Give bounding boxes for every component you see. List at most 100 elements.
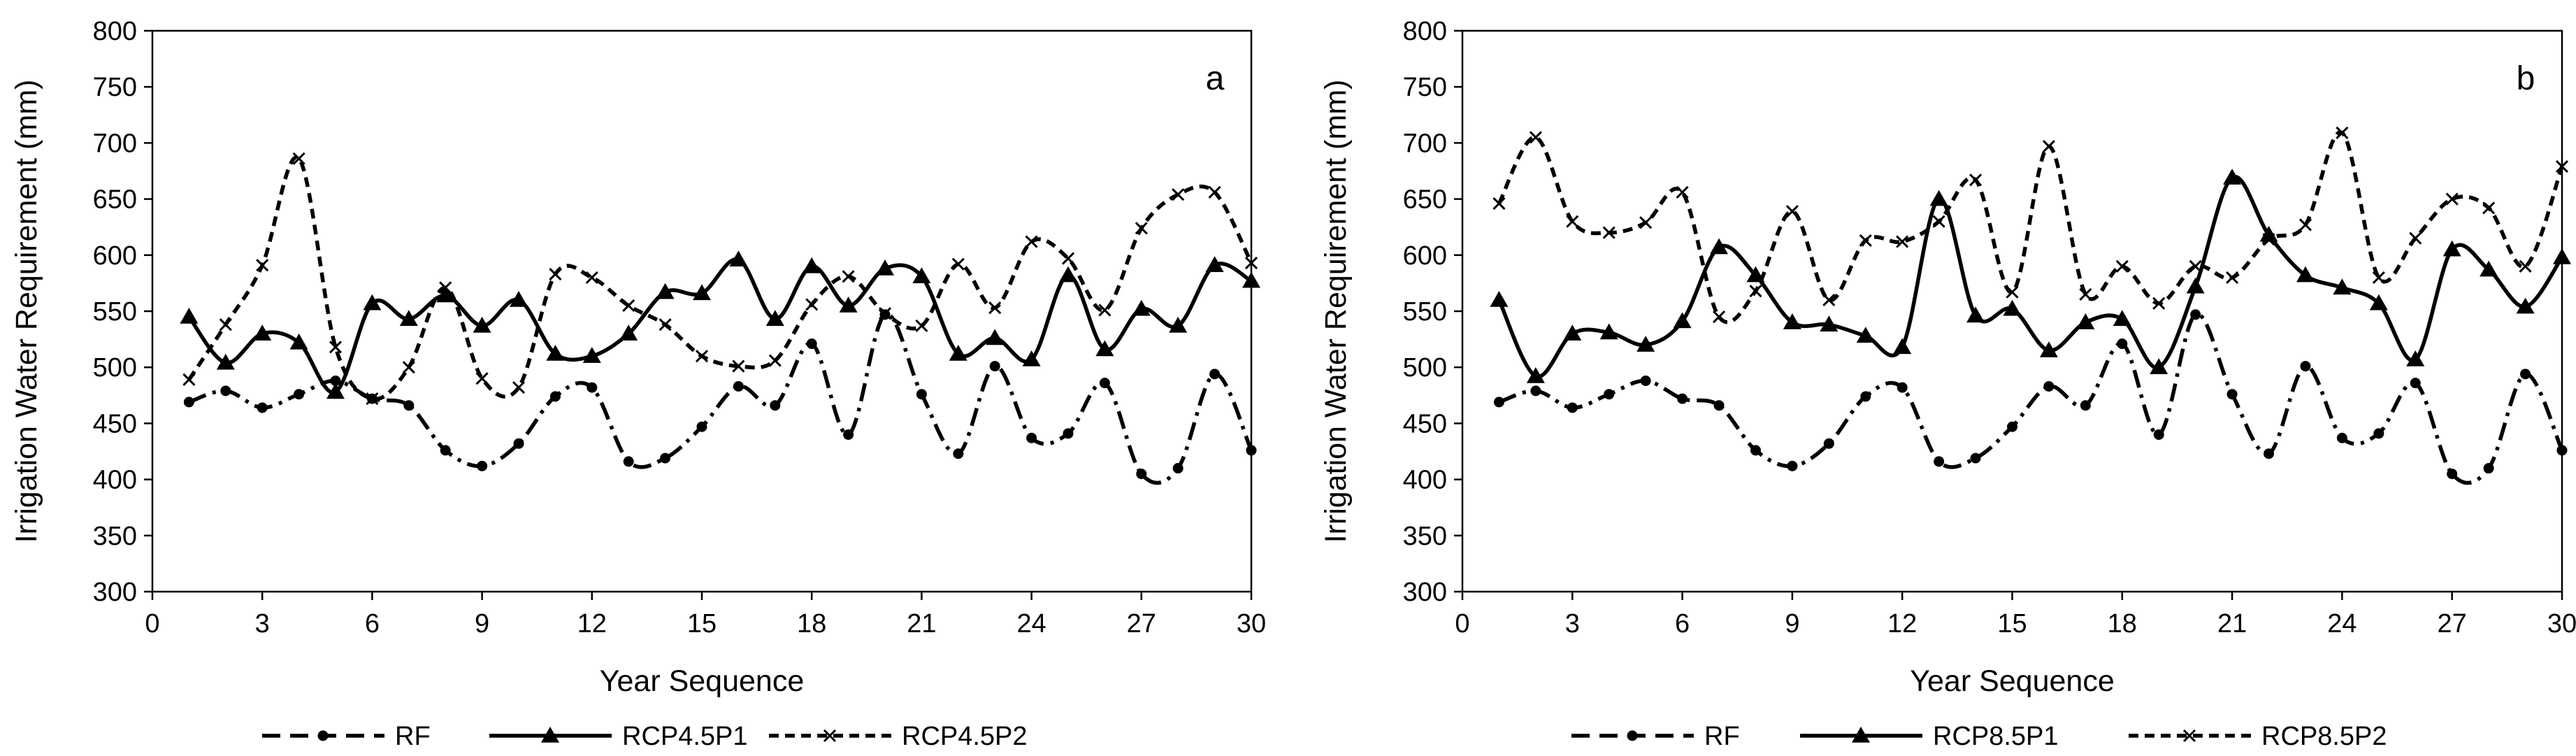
data-point-RCP8.5P2: [1566, 215, 1579, 228]
data-point-RCP8.5P2: [1602, 226, 1616, 239]
y-tick-label: 450: [93, 409, 137, 438]
x-axis-title: Year Sequence: [1910, 664, 2115, 698]
x-tick-label: 9: [1785, 609, 1799, 639]
legend-marker: [317, 730, 329, 741]
y-tick-label: 800: [1403, 17, 1447, 46]
y-tick-label: 350: [1403, 522, 1447, 551]
data-point-RCP4.5P2: [549, 268, 562, 281]
data-point-RCP4.5P1: [546, 344, 565, 361]
y-tick-label: 800: [93, 17, 137, 46]
data-point-RCP8.5P2: [1932, 215, 1945, 228]
x-tick-label: 3: [255, 609, 270, 639]
y-tick-label: 350: [93, 522, 137, 551]
data-point-RCP8.5P1: [2113, 310, 2131, 326]
series-line-RF: [1498, 312, 2564, 485]
data-point-RCP8.5P2: [1969, 173, 1983, 187]
y-tick-label: 700: [1403, 129, 1447, 158]
data-point-RF: [1493, 397, 1504, 408]
legend-label: RCP4.5P2: [902, 722, 1028, 751]
data-point-RCP4.5P1: [363, 294, 382, 311]
data-point-RF: [623, 456, 634, 467]
x-tick-label: 27: [2438, 609, 2467, 639]
data-point-RF: [1640, 375, 1651, 386]
data-point-RF: [330, 375, 341, 386]
data-point-RF: [1897, 382, 1908, 393]
panel-label: b: [2517, 60, 2535, 97]
data-point-RF: [1567, 402, 1578, 413]
panel-label: a: [1206, 60, 1225, 97]
data-point-RCP4.5P1: [693, 284, 711, 301]
data-point-RCP8.5P1: [1636, 336, 1655, 352]
data-point-RF: [220, 385, 231, 397]
legend-entry-RCP8.5P2: RCP8.5P2: [2129, 722, 2387, 751]
y-tick-label: 700: [93, 129, 137, 158]
legend-marker: [823, 729, 837, 743]
data-point-RCP4.5P2: [695, 350, 709, 363]
x-axis-title: Year Sequence: [600, 664, 805, 698]
data-point-RCP8.5P2: [2115, 259, 2129, 273]
data-point-RCP8.5P2: [2372, 271, 2385, 284]
legend-label: RF: [395, 722, 431, 751]
data-point-RF: [1860, 391, 1871, 402]
data-point-RCP8.5P2: [2152, 297, 2166, 310]
data-point-RCP8.5P2: [2042, 140, 2055, 153]
data-point-RF: [2520, 369, 2531, 380]
data-point-RCP4.5P1: [986, 329, 1005, 345]
y-tick-label: 400: [1403, 466, 1447, 495]
x-tick-label: 0: [1455, 609, 1469, 639]
legend-label: RCP8.5P1: [1933, 722, 2059, 751]
data-point-RCP4.5P1: [1169, 316, 1188, 333]
y-tick-label: 600: [93, 241, 137, 271]
data-point-RF: [2153, 429, 2164, 440]
data-point-RCP4.5P1: [839, 296, 858, 313]
data-point-RF: [1677, 393, 1688, 404]
data-point-RF: [2264, 448, 2275, 459]
data-point-RCP4.5P1: [180, 308, 199, 324]
x-tick-label: 6: [1675, 609, 1690, 639]
data-point-RCP8.5P2: [1492, 197, 1506, 211]
x-tick-label: 30: [1237, 609, 1266, 639]
data-point-RF: [1063, 428, 1074, 439]
x-tick-label: 24: [2327, 609, 2356, 639]
data-point-RF: [1172, 463, 1183, 474]
data-point-RCP4.5P2: [292, 152, 305, 165]
series-line-RCP4.5P1: [187, 257, 1253, 394]
x-tick-label: 12: [1887, 609, 1917, 639]
data-point-RCP8.5P2: [1896, 235, 1909, 248]
data-point-RCP8.5P1: [1820, 315, 1839, 331]
data-point-RCP8.5P2: [1859, 234, 1872, 248]
data-point-RCP4.5P2: [951, 257, 965, 271]
data-point-RF: [2447, 469, 2458, 480]
y-tick-label: 450: [1403, 409, 1447, 438]
data-point-RF: [660, 452, 671, 464]
data-point-RCP4.5P2: [475, 372, 489, 385]
data-point-RCP8.5P2: [2226, 271, 2239, 284]
data-point-RF: [477, 460, 488, 471]
data-point-RCP4.5P2: [1025, 235, 1038, 248]
data-point-RCP4.5P1: [326, 383, 345, 399]
chart-panel-b: 300 350 400 450 500 550 600 650 700 750 800 0 3 6 9 12 1…: [1319, 17, 2576, 751]
data-point-RF: [1136, 469, 1147, 480]
data-point-RCP4.5P2: [182, 373, 196, 386]
data-point-RCP8.5P1: [2406, 350, 2425, 366]
data-point-RF: [183, 397, 194, 408]
data-point-RCP4.5P2: [402, 361, 415, 374]
data-point-RCP8.5P1: [1893, 338, 1912, 355]
data-point-RCP4.5P2: [1061, 252, 1075, 265]
y-tick-label: 750: [93, 73, 137, 102]
data-point-RF: [440, 445, 451, 456]
data-point-RCP8.5P1: [2296, 266, 2315, 283]
data-point-RCP4.5P2: [659, 318, 672, 331]
data-point-RCP4.5P2: [1098, 304, 1111, 317]
y-tick-label: 650: [1403, 185, 1447, 215]
data-point-RCP4.5P1: [619, 324, 638, 341]
data-point-RF: [770, 400, 781, 411]
data-point-RCP4.5P2: [768, 354, 782, 367]
data-point-RCP8.5P1: [1929, 190, 1948, 206]
data-point-RCP8.5P1: [1673, 312, 1692, 329]
data-point-RCP8.5P1: [1526, 367, 1545, 383]
data-point-RCP8.5P1: [1563, 324, 1582, 341]
data-point-RCP4.5P1: [253, 324, 272, 341]
data-point-RCP4.5P1: [1242, 271, 1260, 288]
data-point-RCP4.5P2: [622, 299, 635, 313]
